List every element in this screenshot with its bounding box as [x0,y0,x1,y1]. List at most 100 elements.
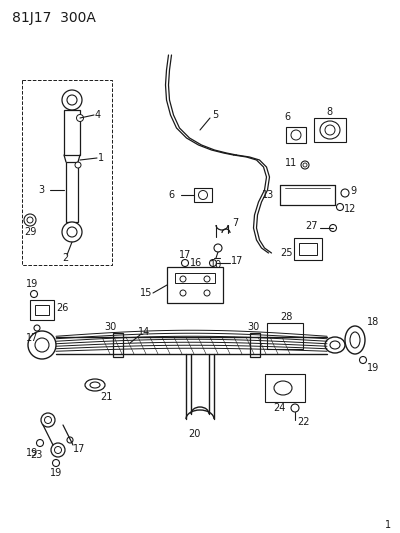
Circle shape [35,338,49,352]
Text: 3: 3 [38,185,44,195]
Text: 19: 19 [26,448,38,458]
Text: 81J17  300A: 81J17 300A [12,11,96,25]
Ellipse shape [350,332,360,348]
Ellipse shape [330,341,340,349]
Text: 20: 20 [188,429,200,439]
Text: 17: 17 [179,250,191,260]
Bar [194,188,212,202]
Text: 2: 2 [62,253,68,263]
Ellipse shape [325,337,345,353]
Circle shape [301,161,309,169]
Circle shape [67,437,73,443]
Bar [265,374,305,402]
Text: 17: 17 [26,333,38,343]
Text: 30: 30 [104,322,116,332]
Circle shape [198,190,208,199]
Circle shape [34,325,40,331]
Bar [22,80,112,265]
Circle shape [51,443,65,457]
Circle shape [24,214,36,226]
Circle shape [291,130,301,140]
Text: 26: 26 [56,303,68,313]
Ellipse shape [274,381,292,395]
Bar [250,333,260,357]
Bar [299,243,317,255]
Ellipse shape [90,382,100,388]
Text: 9: 9 [350,186,356,196]
Text: 10: 10 [210,260,222,270]
Text: 14: 14 [138,327,150,337]
Circle shape [67,95,77,105]
Text: 24: 24 [273,403,285,413]
Text: 23: 23 [30,450,42,460]
Text: 19: 19 [26,279,38,289]
Text: 17: 17 [73,444,85,454]
Circle shape [336,204,344,211]
Circle shape [182,260,188,266]
Text: 30: 30 [247,322,259,332]
Circle shape [214,244,222,252]
Bar [167,267,223,303]
Circle shape [27,217,33,223]
Circle shape [341,189,349,197]
Text: 25: 25 [280,248,292,258]
Bar [64,110,80,155]
Ellipse shape [320,121,340,139]
Text: 17: 17 [231,256,243,266]
Text: 13: 13 [262,190,274,200]
Text: 4: 4 [95,110,101,120]
Bar [66,162,78,222]
Circle shape [360,357,366,364]
Circle shape [54,447,62,454]
Text: 15: 15 [140,288,152,298]
Bar [314,118,346,142]
Text: 12: 12 [344,204,356,214]
Text: 27: 27 [305,221,318,231]
Text: 5: 5 [212,110,218,120]
Circle shape [52,459,60,466]
Ellipse shape [85,379,105,391]
Circle shape [180,276,186,282]
Text: 28: 28 [280,312,292,322]
Circle shape [44,416,52,424]
Text: 7: 7 [232,218,238,228]
Text: 6: 6 [284,112,290,122]
Text: 11: 11 [285,158,297,168]
Circle shape [180,290,186,296]
Circle shape [30,290,38,297]
Circle shape [75,162,81,168]
Bar [30,300,54,320]
Bar [113,333,123,357]
Bar [294,238,322,260]
Text: 6: 6 [168,190,174,200]
Circle shape [76,115,84,122]
Text: 8: 8 [326,107,332,117]
Text: 19: 19 [367,363,379,373]
Text: 1: 1 [98,153,104,163]
Text: 16: 16 [190,258,202,268]
Circle shape [41,413,55,427]
Ellipse shape [345,326,365,354]
Bar [35,305,49,315]
Circle shape [62,222,82,242]
Circle shape [210,260,216,266]
Circle shape [28,331,56,359]
Text: 21: 21 [100,392,112,402]
Text: 29: 29 [24,227,36,237]
Circle shape [36,440,44,447]
Circle shape [303,163,307,167]
Circle shape [67,227,77,237]
Bar [175,273,215,283]
Circle shape [330,224,336,231]
Bar [286,127,306,143]
Circle shape [62,90,82,110]
Circle shape [204,276,210,282]
Text: 1: 1 [385,520,391,530]
Text: 18: 18 [367,317,379,327]
Circle shape [325,125,335,135]
Text: 22: 22 [297,417,310,427]
Text: 19: 19 [50,468,62,478]
Circle shape [291,404,299,412]
Circle shape [204,290,210,296]
Bar [267,323,303,349]
